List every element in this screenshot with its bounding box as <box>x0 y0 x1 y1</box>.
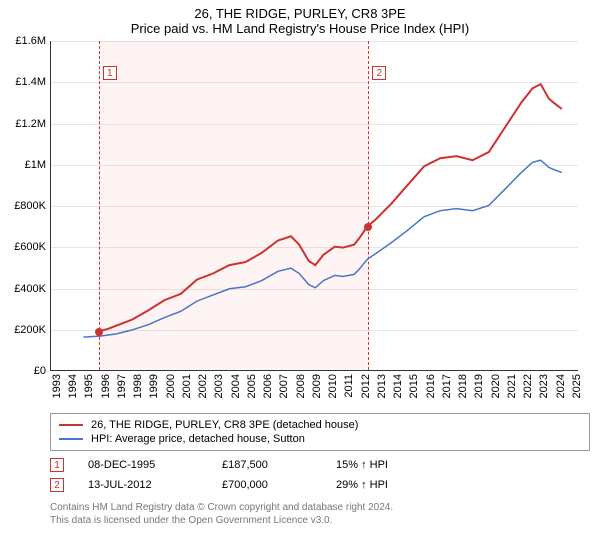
x-tick-label: 2012 <box>360 374 372 398</box>
x-tick-label: 2010 <box>327 374 339 398</box>
sale-point <box>364 223 372 231</box>
legend-item: 26, THE RIDGE, PURLEY, CR8 3PE (detached… <box>59 418 581 432</box>
legend-item: HPI: Average price, detached house, Sutt… <box>59 432 581 446</box>
chart-title: 26, THE RIDGE, PURLEY, CR8 3PE <box>0 0 600 21</box>
x-tick-label: 1997 <box>116 374 128 398</box>
y-tick-label: £800K <box>14 200 46 212</box>
txn-date: 08-DEC-1995 <box>88 459 198 471</box>
x-tick-label: 2008 <box>295 374 307 398</box>
x-tick-label: 2021 <box>506 374 518 398</box>
x-tick-label: 1995 <box>83 374 95 398</box>
series-line <box>83 160 561 337</box>
x-tick-label: 2018 <box>457 374 469 398</box>
x-tick-label: 2005 <box>246 374 258 398</box>
y-tick-label: £1.6M <box>15 35 46 47</box>
txn-delta: 29% ↑ HPI <box>336 479 426 491</box>
legend-label: 26, THE RIDGE, PURLEY, CR8 3PE (detached… <box>91 419 358 431</box>
chart-subtitle: Price paid vs. HM Land Registry's House … <box>0 21 600 36</box>
x-tick-label: 2003 <box>213 374 225 398</box>
legend-swatch <box>59 424 83 426</box>
transaction-row: 1 08-DEC-1995 £187,500 15% ↑ HPI <box>50 455 590 475</box>
x-tick-label: 1993 <box>51 374 63 398</box>
chart-container: 26, THE RIDGE, PURLEY, CR8 3PE Price pai… <box>0 0 600 560</box>
x-tick-label: 2004 <box>230 374 242 398</box>
x-tick-label: 2007 <box>278 374 290 398</box>
x-tick-label: 2020 <box>490 374 502 398</box>
y-tick-label: £0 <box>34 365 46 377</box>
y-tick-label: £600K <box>14 241 46 253</box>
sale-point <box>95 328 103 336</box>
transaction-row: 2 13-JUL-2012 £700,000 29% ↑ HPI <box>50 475 590 495</box>
x-tick-label: 2023 <box>538 374 550 398</box>
x-tick-label: 2001 <box>181 374 193 398</box>
footer: Contains HM Land Registry data © Crown c… <box>50 501 590 527</box>
footer-line: Contains HM Land Registry data © Crown c… <box>50 501 590 514</box>
series-line <box>99 84 562 331</box>
x-tick-label: 2013 <box>376 374 388 398</box>
y-tick-label: £1.4M <box>15 76 46 88</box>
x-tick-label: 1998 <box>132 374 144 398</box>
y-tick-label: £200K <box>14 324 46 336</box>
txn-date: 13-JUL-2012 <box>88 479 198 491</box>
txn-price: £187,500 <box>222 459 312 471</box>
txn-marker: 2 <box>50 478 64 492</box>
x-tick-label: 2009 <box>311 374 323 398</box>
x-tick-label: 2014 <box>392 374 404 398</box>
chart-plot-area: £0£200K£400K£600K£800K£1M£1.2M£1.4M£1.6M… <box>50 41 578 371</box>
txn-marker: 1 <box>50 458 64 472</box>
x-tick-label: 2011 <box>343 374 355 398</box>
x-tick-label: 2019 <box>473 374 485 398</box>
x-tick-label: 2024 <box>555 374 567 398</box>
x-tick-label: 2006 <box>262 374 274 398</box>
x-tick-label: 2002 <box>197 374 209 398</box>
legend: 26, THE RIDGE, PURLEY, CR8 3PE (detached… <box>50 413 590 451</box>
y-tick-label: £400K <box>14 283 46 295</box>
x-tick-label: 2000 <box>165 374 177 398</box>
x-tick-label: 2017 <box>441 374 453 398</box>
x-tick-label: 2025 <box>571 374 583 398</box>
txn-delta: 15% ↑ HPI <box>336 459 426 471</box>
txn-price: £700,000 <box>222 479 312 491</box>
x-tick-label: 1994 <box>67 374 79 398</box>
footer-line: This data is licensed under the Open Gov… <box>50 514 590 527</box>
x-tick-label: 1999 <box>148 374 160 398</box>
x-tick-label: 1996 <box>100 374 112 398</box>
x-tick-label: 2022 <box>522 374 534 398</box>
y-tick-label: £1M <box>25 159 46 171</box>
x-tick-label: 2015 <box>408 374 420 398</box>
legend-label: HPI: Average price, detached house, Sutt… <box>91 433 305 445</box>
y-tick-label: £1.2M <box>15 118 46 130</box>
transactions: 1 08-DEC-1995 £187,500 15% ↑ HPI 2 13-JU… <box>50 455 590 495</box>
x-tick-label: 2016 <box>425 374 437 398</box>
legend-swatch <box>59 438 83 440</box>
